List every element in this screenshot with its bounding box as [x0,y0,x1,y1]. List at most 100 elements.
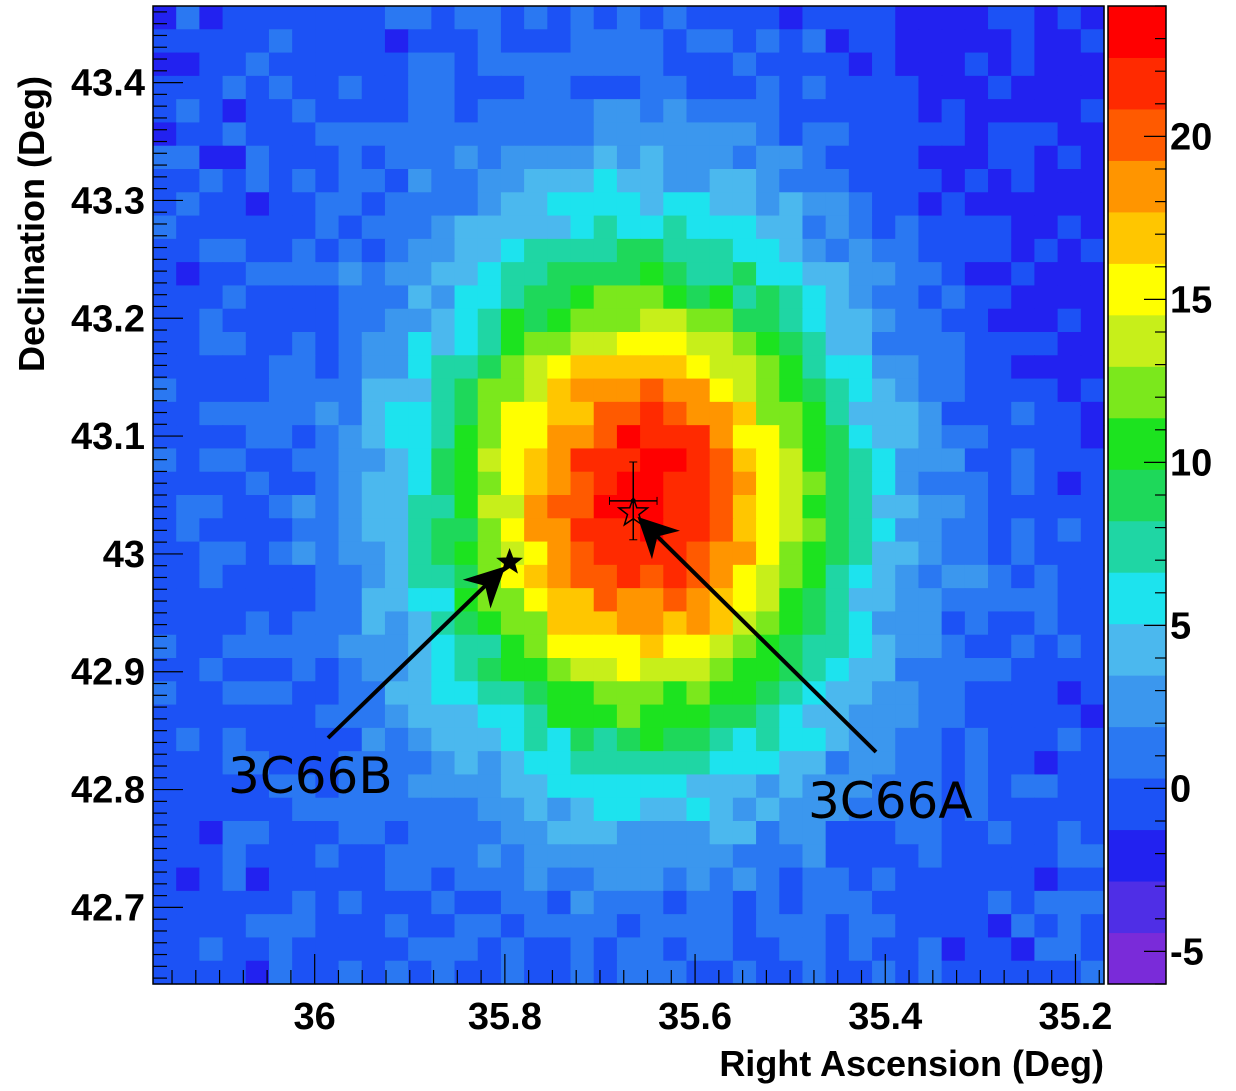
heatmap-cell [732,238,757,263]
heatmap-cell [524,658,548,682]
heatmap-cell [895,867,920,892]
heatmap-cell [547,308,572,333]
heatmap-cell [709,401,734,426]
heatmap-cell [454,867,479,892]
heatmap-cell [222,215,247,240]
heatmap-cell [176,75,200,100]
heatmap-cell [964,6,989,30]
heatmap-cell [315,425,340,450]
heatmap-cell [176,401,200,426]
heatmap-cell [431,821,456,845]
heatmap-cell [176,541,200,566]
heatmap-cell [524,29,548,54]
heatmap-cell [1080,821,1105,845]
heatmap-cell [964,29,989,54]
heatmap-cell [454,611,479,636]
heatmap-cell [640,704,664,729]
heatmap-cell [245,704,270,729]
heatmap-cell [454,145,479,170]
heatmap-cell [593,844,618,869]
heatmap-cell [640,448,664,473]
heatmap-cell [570,797,595,822]
heatmap-cell [593,751,618,776]
heatmap-cell [292,99,316,124]
heatmap-cell [1034,332,1059,356]
x-tick-label: 35.8 [468,996,542,1038]
heatmap-cell [245,518,270,543]
heatmap-cell [779,425,804,450]
heatmap-cell [199,215,224,240]
heatmap-cell [686,471,711,496]
heatmap-cell [292,914,316,939]
heatmap-cell [872,285,896,310]
heatmap-cell [895,774,920,799]
heatmap-cell [153,867,177,892]
heatmap-cell [431,751,456,776]
heatmap-cell [941,215,966,240]
heatmap-cell [245,797,270,822]
heatmap-cell [524,332,548,356]
heatmap-cell [756,844,780,869]
heatmap-cell [686,914,711,939]
heatmap-cell [732,751,757,776]
heatmap-cell [454,914,479,939]
heatmap-cell [1080,262,1105,287]
y-tick-label: 43.1 [71,416,145,458]
heatmap-cell [500,332,525,356]
heatmap-cell [825,658,850,682]
heatmap-cell [616,518,641,543]
heatmap-cell [315,658,340,682]
heatmap-cell [732,332,757,356]
heatmap-cell [570,238,595,263]
heatmap-cell [779,727,804,752]
heatmap-cell [315,821,340,845]
heatmap-cell [1057,797,1082,822]
heatmap-cell [802,541,827,566]
heatmap-cell [245,308,270,333]
heatmap-cell [268,611,293,636]
heatmap-cell [872,238,896,263]
heatmap-cell [941,145,966,170]
heatmap-cell [222,844,247,869]
heatmap-cell [384,332,409,356]
heatmap-cell [825,285,850,310]
heatmap-cell [176,704,200,729]
heatmap-cell [941,890,966,915]
heatmap-cell [941,262,966,287]
heatmap-cell [199,541,224,566]
heatmap-cell [547,471,572,496]
heatmap-cell [361,122,386,147]
heatmap-cell [941,704,966,729]
heatmap-cell [756,285,780,310]
heatmap-cell [988,215,1012,240]
heatmap-cell [825,192,850,217]
heatmap-cell [570,751,595,776]
heatmap-cell [315,401,340,426]
heatmap-cell [524,495,548,519]
heatmap-cell [547,774,572,799]
heatmap-cell [361,518,386,543]
heatmap-cell [570,355,595,380]
heatmap-cell [384,29,409,54]
heatmap-cell [640,378,664,403]
heatmap-cell [988,611,1012,636]
heatmap-cell [384,541,409,566]
heatmap-cell [593,564,618,589]
heatmap-cell [431,285,456,310]
heatmap-cell [988,681,1012,706]
heatmap-cell [570,425,595,450]
heatmap-cell [454,751,479,776]
heatmap-cell [268,774,293,799]
heatmap-cell [1057,192,1082,217]
heatmap-cell [1080,541,1105,566]
heatmap-cell [408,518,432,543]
heatmap-cell [663,308,688,333]
heatmap-cell [1080,355,1105,380]
heatmap-cell [941,774,966,799]
heatmap-cell [663,495,688,519]
heatmap-cell [199,29,224,54]
heatmap-cell [802,192,827,217]
heatmap-cell [524,75,548,100]
heatmap-cell [663,960,688,985]
